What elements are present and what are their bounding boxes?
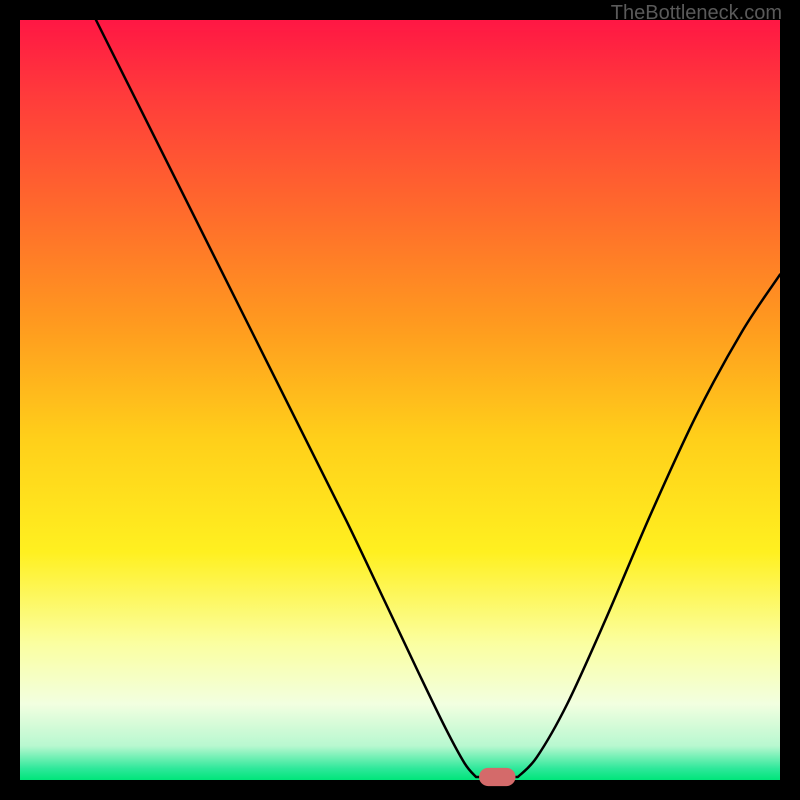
chart-stage: TheBottleneck.com	[0, 0, 800, 800]
watermark-text: TheBottleneck.com	[611, 2, 782, 25]
optimal-point-marker	[479, 768, 515, 786]
bottleneck-chart-svg	[0, 0, 800, 800]
gradient-plot-background	[20, 20, 780, 780]
